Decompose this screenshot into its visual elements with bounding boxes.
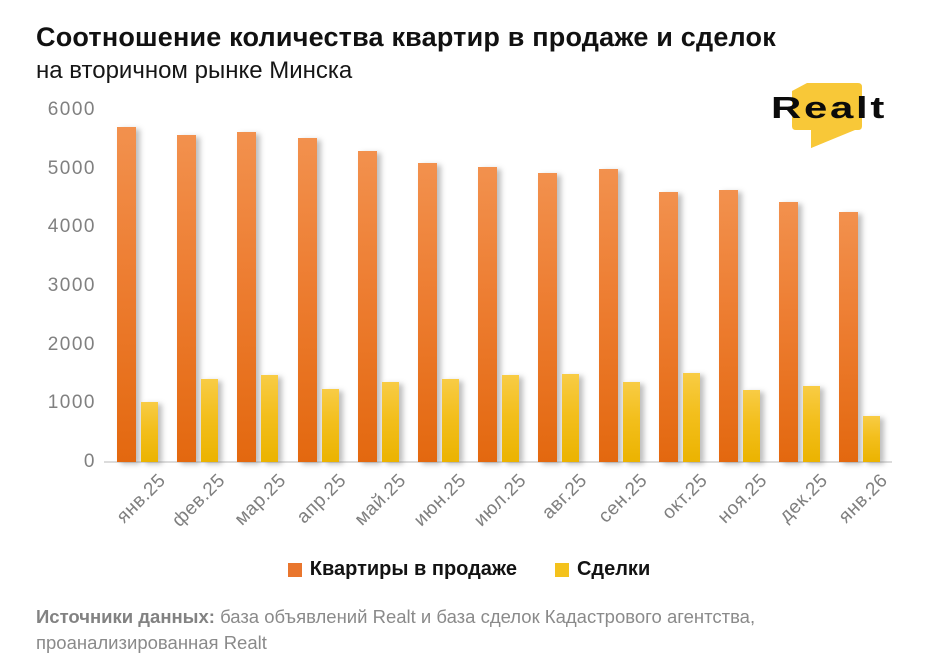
x-axis-label: июн.25 bbox=[410, 470, 471, 531]
bar-deals bbox=[622, 382, 640, 462]
chart-title: Соотношение количества квартир в продаже… bbox=[36, 22, 776, 52]
data-source-label: Источники данных: bbox=[36, 606, 215, 627]
bar-apartments-for-sale bbox=[237, 132, 257, 462]
bar-deals bbox=[502, 375, 520, 462]
data-source-line2: проанализированная Realt bbox=[36, 632, 267, 654]
bar-apartments-for-sale bbox=[719, 190, 738, 462]
x-axis-label: июл.25 bbox=[470, 470, 532, 531]
x-axis-label: фев.25 bbox=[168, 470, 231, 532]
x-axis-label: май.25 bbox=[350, 470, 411, 530]
y-axis-label: 3000 bbox=[47, 275, 96, 296]
bar-deals bbox=[201, 379, 219, 462]
x-axis-label: янв.26 bbox=[834, 470, 893, 528]
y-axis-label: 5000 bbox=[47, 157, 96, 179]
x-axis-label: апр.25 bbox=[292, 470, 351, 528]
x-axis-label: сен.25 bbox=[594, 470, 652, 528]
legend-swatch-icon bbox=[287, 562, 302, 577]
bar-deals bbox=[562, 374, 580, 462]
y-axis-label: 2000 bbox=[47, 333, 96, 355]
x-axis-label: авг.25 bbox=[537, 470, 592, 524]
bar-deals bbox=[321, 389, 339, 462]
bar-deals bbox=[141, 402, 158, 462]
data-source-line1: база объявлений Realt и база сделок Када… bbox=[214, 606, 756, 627]
bar-apartments-for-sale bbox=[598, 169, 618, 462]
y-axis-label: 0 bbox=[83, 451, 96, 472]
x-axis-label: окт.25 bbox=[657, 470, 712, 524]
bar-deals bbox=[381, 382, 399, 462]
x-axis-label: мар.25 bbox=[230, 470, 291, 530]
x-axis-label: янв.25 bbox=[112, 470, 170, 528]
logo-bubble-tail bbox=[811, 130, 855, 148]
legend-swatch-icon bbox=[554, 562, 569, 577]
bar-apartments-for-sale bbox=[658, 192, 678, 462]
bar-apartments-for-sale bbox=[357, 151, 377, 462]
bar-apartments-for-sale bbox=[177, 135, 197, 462]
data-source-note: Источники данных: база объявлений Realt … bbox=[36, 604, 866, 657]
y-axis-label: 4000 bbox=[47, 216, 96, 238]
bar-deals bbox=[442, 379, 459, 462]
bar-deals bbox=[803, 386, 821, 462]
x-axis-label: дек.25 bbox=[775, 470, 833, 527]
y-axis-label: 1000 bbox=[47, 392, 96, 414]
bar-apartments-for-sale bbox=[418, 163, 437, 462]
bar-apartments-for-sale bbox=[779, 202, 799, 462]
bar-apartments-for-sale bbox=[117, 127, 136, 462]
realt-logo: Realt bbox=[771, 83, 887, 148]
x-axis-label: ноя.25 bbox=[714, 470, 772, 528]
legend-item: Сделки bbox=[554, 558, 651, 581]
legend: Квартиры в продаже Сделки bbox=[0, 558, 938, 581]
bar-deals bbox=[261, 375, 279, 462]
legend-item: Квартиры в продаже bbox=[287, 558, 517, 581]
bar-apartments-for-sale bbox=[538, 173, 558, 462]
chart-subtitle: на вторичном рынке Минска bbox=[36, 57, 353, 84]
logo-text: Realt bbox=[771, 90, 887, 125]
bar-apartments-for-sale bbox=[839, 212, 859, 462]
x-axis-line bbox=[104, 461, 892, 463]
bar-deals bbox=[863, 416, 881, 462]
bar-apartments-for-sale bbox=[297, 138, 317, 462]
y-axis-label: 6000 bbox=[47, 99, 96, 120]
legend-label: Квартиры в продаже bbox=[309, 558, 517, 580]
bar-deals bbox=[682, 373, 700, 462]
legend-label: Сделки bbox=[576, 558, 651, 580]
bar-deals bbox=[743, 390, 760, 462]
bar-apartments-for-sale bbox=[478, 167, 498, 462]
